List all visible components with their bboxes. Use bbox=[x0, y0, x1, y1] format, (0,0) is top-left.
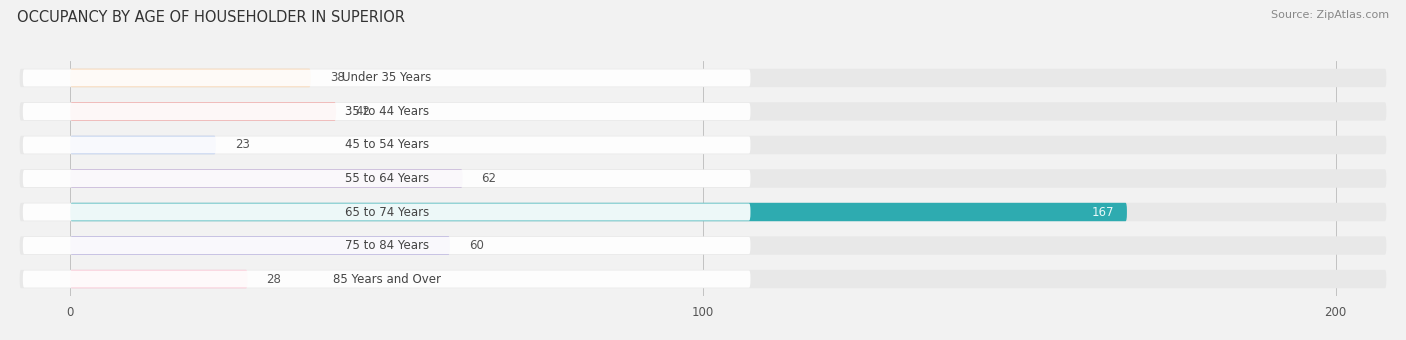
Text: 23: 23 bbox=[235, 138, 250, 152]
FancyBboxPatch shape bbox=[22, 170, 751, 187]
FancyBboxPatch shape bbox=[22, 271, 751, 288]
Text: 28: 28 bbox=[267, 273, 281, 286]
FancyBboxPatch shape bbox=[70, 236, 450, 255]
FancyBboxPatch shape bbox=[20, 136, 1386, 154]
FancyBboxPatch shape bbox=[70, 136, 217, 154]
FancyBboxPatch shape bbox=[70, 102, 336, 121]
Text: OCCUPANCY BY AGE OF HOUSEHOLDER IN SUPERIOR: OCCUPANCY BY AGE OF HOUSEHOLDER IN SUPER… bbox=[17, 10, 405, 25]
Text: 62: 62 bbox=[481, 172, 496, 185]
Text: 65 to 74 Years: 65 to 74 Years bbox=[344, 205, 429, 219]
Text: 38: 38 bbox=[329, 71, 344, 84]
FancyBboxPatch shape bbox=[20, 169, 1386, 188]
Text: 45 to 54 Years: 45 to 54 Years bbox=[344, 138, 429, 152]
FancyBboxPatch shape bbox=[70, 169, 463, 188]
FancyBboxPatch shape bbox=[22, 136, 751, 154]
FancyBboxPatch shape bbox=[20, 102, 1386, 121]
FancyBboxPatch shape bbox=[20, 69, 1386, 87]
Text: Source: ZipAtlas.com: Source: ZipAtlas.com bbox=[1271, 10, 1389, 20]
FancyBboxPatch shape bbox=[22, 103, 751, 120]
FancyBboxPatch shape bbox=[70, 69, 311, 87]
Text: 60: 60 bbox=[470, 239, 484, 252]
FancyBboxPatch shape bbox=[20, 236, 1386, 255]
Text: 167: 167 bbox=[1091, 205, 1114, 219]
Text: 55 to 64 Years: 55 to 64 Years bbox=[344, 172, 429, 185]
Text: 35 to 44 Years: 35 to 44 Years bbox=[344, 105, 429, 118]
FancyBboxPatch shape bbox=[22, 69, 751, 86]
Text: 42: 42 bbox=[354, 105, 370, 118]
Text: 75 to 84 Years: 75 to 84 Years bbox=[344, 239, 429, 252]
FancyBboxPatch shape bbox=[20, 203, 1386, 221]
Text: Under 35 Years: Under 35 Years bbox=[342, 71, 432, 84]
Text: 85 Years and Over: 85 Years and Over bbox=[333, 273, 440, 286]
FancyBboxPatch shape bbox=[22, 237, 751, 254]
FancyBboxPatch shape bbox=[22, 203, 751, 221]
FancyBboxPatch shape bbox=[70, 270, 247, 288]
FancyBboxPatch shape bbox=[20, 270, 1386, 288]
FancyBboxPatch shape bbox=[70, 203, 1128, 221]
